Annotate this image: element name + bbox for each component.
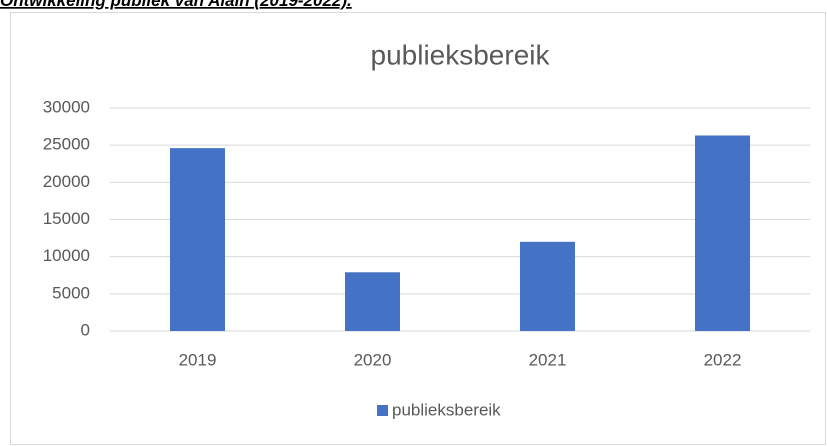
bar	[170, 148, 225, 331]
x-tick-label: 2020	[354, 350, 392, 369]
x-tick-label: 2021	[529, 350, 567, 369]
heading: Ontwikkeling publiek van Alain (2019-202…	[0, 0, 352, 10]
y-tick-label: 20000	[43, 172, 90, 191]
bar	[520, 241, 575, 331]
y-tick-label: 10000	[43, 246, 90, 265]
bar	[345, 272, 400, 331]
x-tick-label: 2019	[179, 350, 217, 369]
chart-title: publieksbereik	[371, 39, 551, 70]
y-tick-label: 15000	[43, 209, 90, 228]
y-tick-label: 25000	[43, 135, 90, 154]
legend-label: publieksbereik	[392, 400, 501, 419]
chart-frame	[10, 12, 826, 445]
legend-swatch	[377, 405, 388, 416]
x-tick-label: 2022	[704, 350, 742, 369]
y-tick-label: 0	[81, 320, 90, 339]
y-tick-label: 30000	[43, 97, 90, 116]
y-tick-label: 5000	[52, 283, 90, 302]
bar	[695, 135, 750, 331]
